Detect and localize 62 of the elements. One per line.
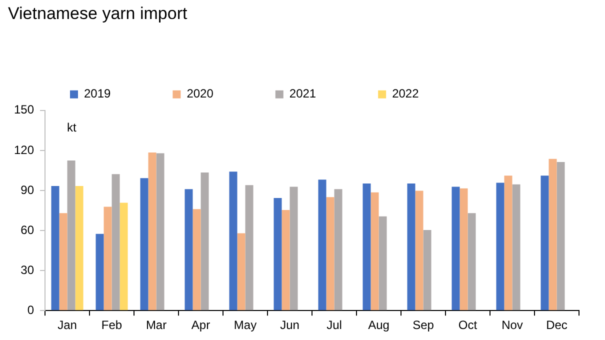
legend-label: 2021 xyxy=(289,86,316,101)
y-tick-label: 0 xyxy=(27,302,34,317)
bar xyxy=(67,160,76,310)
chart-title: Vietnamese yarn import xyxy=(8,4,188,23)
bar xyxy=(75,186,84,310)
bar xyxy=(362,184,371,310)
y-tick-label: 120 xyxy=(14,142,34,157)
legend-label: 2022 xyxy=(392,86,420,101)
x-tick-label: Dec xyxy=(546,318,568,332)
bar xyxy=(318,180,326,310)
bar xyxy=(370,192,379,310)
bar xyxy=(184,189,193,310)
bar xyxy=(378,216,387,310)
x-tick-label: Nov xyxy=(502,318,523,332)
bar xyxy=(104,206,112,310)
bar xyxy=(407,184,416,310)
x-tick-label: Jan xyxy=(58,318,77,332)
bar xyxy=(460,188,468,310)
bar xyxy=(496,182,504,310)
x-tick-label: May xyxy=(234,318,257,332)
x-tick-label: Jun xyxy=(280,318,300,332)
bar xyxy=(423,230,432,310)
bar xyxy=(59,213,68,310)
bar xyxy=(274,198,282,310)
y-tick-label: 30 xyxy=(20,262,34,277)
y-axis-title: kt xyxy=(67,120,78,135)
bar xyxy=(468,213,476,310)
bar xyxy=(540,176,549,310)
bar xyxy=(148,152,156,310)
bar xyxy=(415,190,424,310)
bar xyxy=(334,189,342,310)
bar xyxy=(229,172,238,310)
x-tick-label: Apr xyxy=(191,318,210,332)
bar xyxy=(326,197,334,310)
bar xyxy=(200,172,209,310)
bar xyxy=(245,185,254,310)
x-tick-label: Sep xyxy=(412,318,434,332)
bar xyxy=(140,178,148,310)
x-tick-label: Mar xyxy=(146,318,167,332)
bar xyxy=(512,184,520,310)
bar xyxy=(96,234,104,310)
x-tick-label: Jul xyxy=(326,318,342,332)
x-tick-label: Aug xyxy=(368,318,390,332)
x-tick-label: Feb xyxy=(101,318,122,332)
y-tick-label: 90 xyxy=(20,182,34,197)
bar xyxy=(112,174,120,310)
bar xyxy=(237,233,246,310)
legend-label: 2020 xyxy=(186,86,214,101)
bar xyxy=(452,186,460,310)
x-tick-label: Oct xyxy=(458,318,478,332)
bar xyxy=(51,186,60,310)
bar xyxy=(290,186,298,310)
legend-label: 2019 xyxy=(84,86,112,101)
bar xyxy=(120,202,128,310)
y-tick-label: 150 xyxy=(14,102,34,117)
bar xyxy=(504,176,512,310)
bar xyxy=(556,162,565,310)
y-tick-label: 60 xyxy=(20,222,34,237)
bar xyxy=(548,158,557,310)
bar xyxy=(192,209,201,310)
bar xyxy=(156,153,164,310)
bar xyxy=(282,210,290,310)
